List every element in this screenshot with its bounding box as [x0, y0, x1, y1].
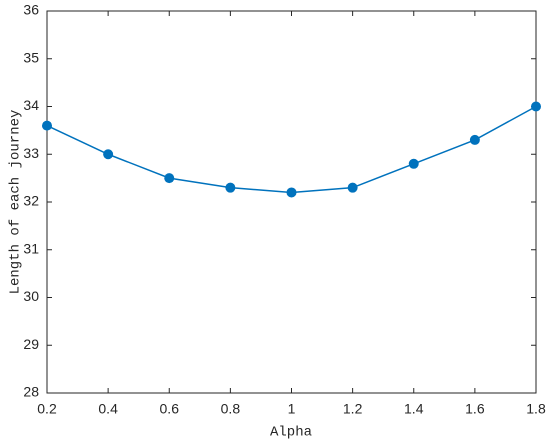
x-tick-label: 1.4: [404, 401, 424, 417]
data-point: [347, 182, 358, 193]
y-tick-label: 34: [23, 97, 39, 113]
y-tick-label: 33: [23, 145, 39, 161]
data-point: [42, 120, 52, 131]
x-tick-label: 1.6: [465, 401, 485, 417]
data-point: [164, 173, 175, 184]
x-tick-label: 1: [288, 401, 296, 417]
x-tick-label: 1.8: [526, 401, 546, 417]
plot-box: [46, 10, 537, 394]
x-tick-label: 0.6: [160, 401, 180, 417]
data-point: [408, 158, 419, 169]
y-tick-label: 30: [23, 288, 39, 304]
y-tick-label: 35: [23, 49, 39, 65]
y-tick-label: 29: [23, 336, 39, 352]
x-axis-title: Alpha: [270, 425, 312, 441]
y-tick-label: 32: [23, 193, 39, 209]
y-tick-label: 31: [23, 240, 39, 256]
data-point: [469, 134, 480, 145]
x-tick-label: 0.4: [98, 401, 118, 417]
y-tick-label: 28: [23, 384, 39, 400]
x-tick-label: 1.2: [343, 401, 363, 417]
y-tick-label: 36: [23, 2, 39, 18]
data-point: [286, 187, 297, 198]
x-tick-label: 0.8: [221, 401, 241, 417]
y-axis-title: Length of each journey: [8, 110, 24, 295]
data-point: [103, 149, 114, 160]
data-point: [225, 182, 236, 193]
data-point: [531, 101, 541, 112]
x-tick-label: 0.2: [37, 401, 57, 417]
